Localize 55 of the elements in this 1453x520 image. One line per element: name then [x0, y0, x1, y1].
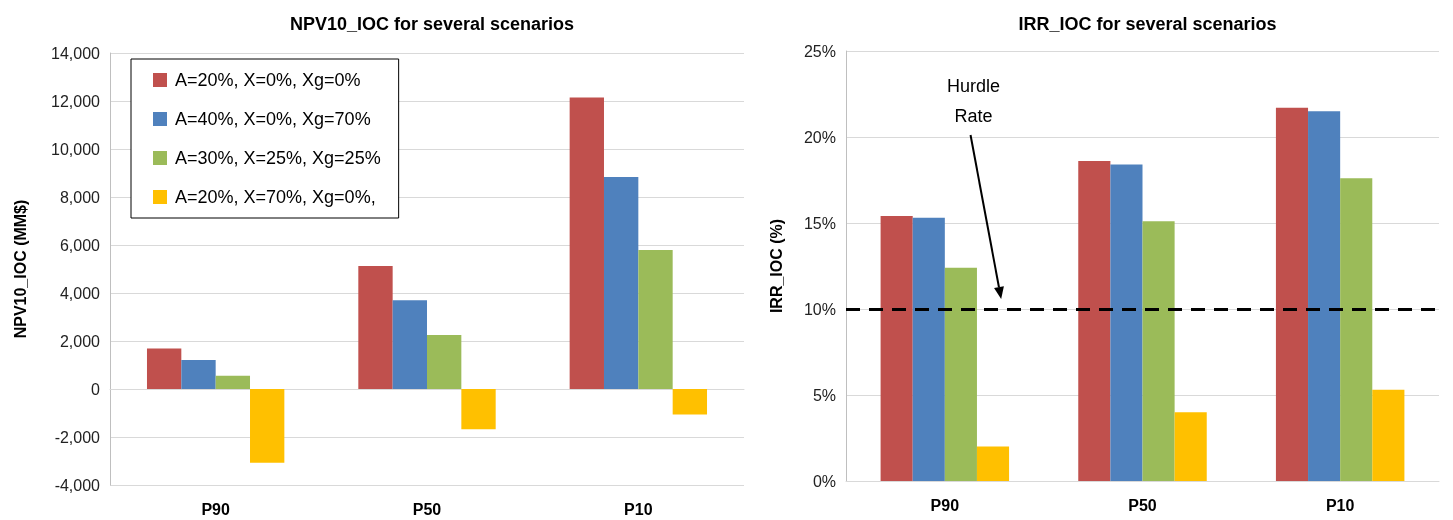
y-tick-label: 15% [803, 214, 836, 232]
legend-label: A=40%, X=0%, Xg=70% [175, 109, 371, 129]
bar [250, 389, 285, 463]
y-tick-label: 10,000 [51, 140, 101, 158]
bar [427, 335, 462, 389]
bar [672, 389, 708, 415]
ref-line-label: Hurdle Rate [945, 75, 1001, 128]
y-tick-label: 5% [812, 386, 836, 404]
bar [1372, 389, 1405, 481]
bar [603, 177, 639, 389]
y-tick-label: 0 [91, 380, 101, 398]
x-tick-label: P90 [201, 500, 230, 518]
bar [1340, 178, 1373, 481]
y-tick-label: 25% [803, 42, 836, 60]
y-tick-label: 6,000 [59, 236, 101, 254]
y-tick-label: 4,000 [59, 284, 101, 302]
legend-label: A=20%, X=0%, Xg=0% [175, 70, 361, 90]
bar [358, 266, 393, 389]
bar [569, 97, 604, 389]
y-tick-label: 8,000 [59, 188, 101, 206]
y-tick-label: 2,000 [59, 332, 101, 350]
bar [1174, 412, 1207, 481]
y-tick-label: -4,000 [54, 476, 101, 494]
x-tick-label: P90 [930, 496, 960, 514]
bar [1110, 164, 1143, 481]
x-tick-label: P10 [1325, 496, 1355, 514]
bar [1275, 107, 1309, 481]
legend-label: A=30%, X=25%, Xg=25% [175, 148, 381, 168]
y-tick-label: 10% [803, 300, 836, 318]
x-tick-label: P10 [624, 500, 653, 518]
y-axis-title: NPV10_IOC (MM$) [11, 199, 29, 339]
chart-title: IRR_IOC for several scenarios [1018, 14, 1277, 34]
x-tick-label: P50 [412, 500, 442, 518]
y-tick-label: 12,000 [51, 92, 101, 110]
x-tick-label: P50 [1128, 496, 1157, 514]
bar [880, 216, 913, 481]
y-tick-label: -2,000 [54, 428, 101, 446]
bar [976, 446, 1010, 481]
bar [146, 348, 182, 389]
bar [181, 359, 216, 389]
bar [461, 389, 496, 430]
y-tick-label: 14,000 [51, 44, 101, 62]
bar [1078, 161, 1111, 481]
y-axis-title: IRR_IOC (%) [767, 218, 785, 314]
y-tick-label: 20% [803, 128, 836, 146]
bar [944, 267, 977, 481]
legend-label: A=20%, X=70%, Xg=0%, [175, 187, 376, 207]
bar [1142, 221, 1175, 481]
bar [392, 300, 427, 389]
bar [638, 250, 673, 389]
bar [215, 375, 251, 389]
bar [1308, 111, 1341, 481]
y-tick-label: 0% [812, 472, 836, 490]
chart-title: NPV10_IOC for several scenarios [289, 14, 575, 34]
bar [912, 217, 945, 481]
